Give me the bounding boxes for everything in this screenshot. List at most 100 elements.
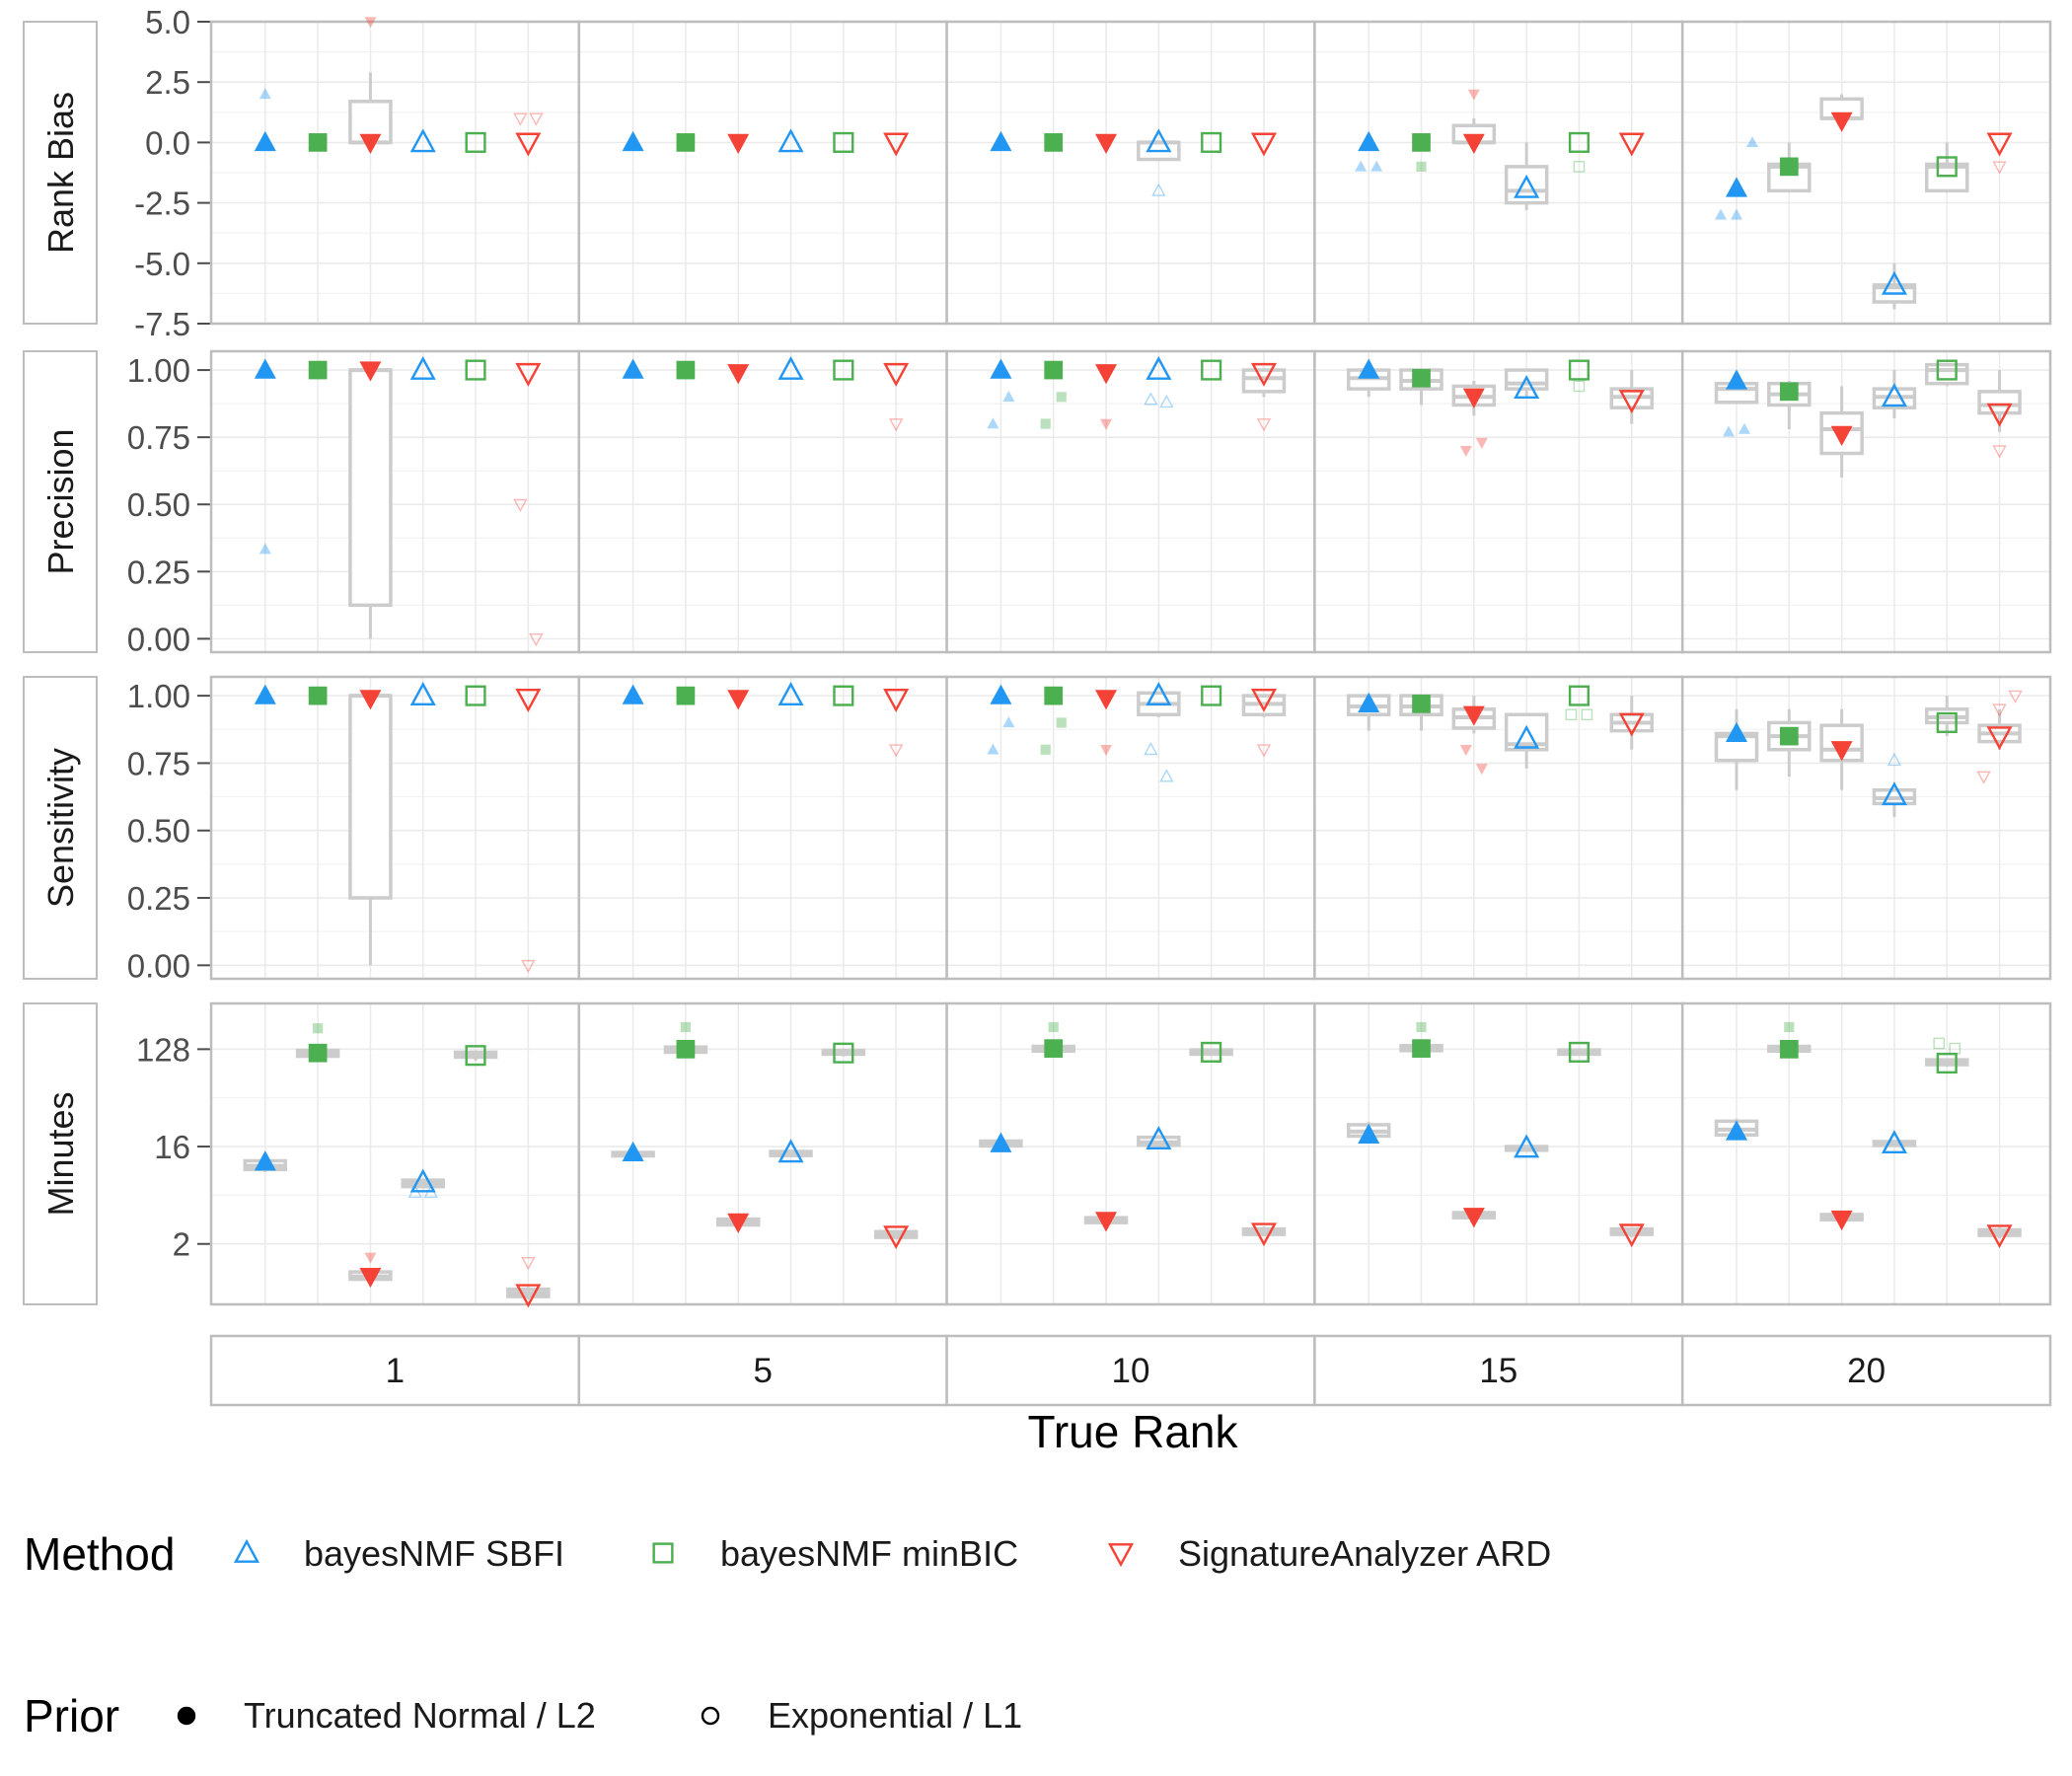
outlier-point (1056, 392, 1067, 403)
mean-point (1095, 690, 1118, 710)
column-strip-label: 1 (386, 1352, 405, 1390)
method-group (1557, 1041, 1601, 1063)
method-group (1986, 132, 2013, 175)
mean-point (465, 359, 486, 381)
method-group (1568, 131, 1591, 173)
y-tick-label: -5.0 (134, 246, 190, 282)
method-group (777, 682, 804, 705)
mean-point (1881, 781, 1907, 806)
mean-point (1201, 685, 1222, 706)
mean-point (254, 1150, 276, 1171)
facet-panel (945, 1001, 1316, 1306)
column-strip (945, 1334, 1316, 1407)
facet-panel (1313, 1001, 1684, 1306)
facet-panel (209, 20, 581, 326)
mean-point (1044, 686, 1064, 705)
method-group (1031, 1021, 1075, 1058)
mean-point (1146, 355, 1172, 380)
mean-point (515, 362, 542, 387)
method-group (1609, 696, 1655, 750)
method-group (1504, 1134, 1549, 1158)
outlier-point (1159, 394, 1174, 408)
method-group (308, 133, 328, 152)
method-group (1924, 1037, 1969, 1074)
method-group (1977, 1224, 2022, 1249)
mean-point (1726, 721, 1748, 743)
legend-method-items: bayesNMF SBFI bayesNMF minBIC SignatureAna… (233, 1533, 1551, 1574)
facet-panel (1680, 1001, 2052, 1306)
column-strip-label: 15 (1479, 1352, 1517, 1390)
outlier-point (1992, 703, 2007, 717)
method-group (465, 685, 486, 706)
method-group (676, 360, 696, 380)
outlier-point (529, 632, 544, 647)
method-group (883, 362, 910, 432)
mean-point (676, 133, 696, 152)
mean-point (727, 1213, 750, 1233)
outlier-point (364, 17, 377, 29)
mean-point (1726, 177, 1748, 197)
y-axis-label: Sensitivity (40, 748, 81, 908)
y-tick-label: 0.00 (127, 621, 190, 657)
method-group (1819, 386, 1864, 478)
mean-point (676, 360, 696, 380)
mean-point (883, 688, 910, 712)
method-group (883, 688, 910, 758)
method-group (308, 686, 328, 705)
mean-point (515, 1284, 542, 1308)
outlier-point (259, 88, 271, 100)
outlier-point (1459, 745, 1472, 757)
mean-point (308, 1043, 328, 1063)
method-group (1083, 1212, 1129, 1232)
legend-prior-key (701, 1706, 720, 1726)
legend-method-label: SignatureAnalyzer ARD (1178, 1533, 1551, 1574)
panel-background (946, 1003, 1315, 1304)
method-group (1201, 685, 1222, 706)
mean-point (1726, 1120, 1748, 1141)
outlier-point (1475, 764, 1488, 776)
mean-point (777, 682, 804, 705)
box-body (1924, 162, 1969, 193)
mean-point (1936, 711, 1958, 734)
mean-point (1568, 131, 1591, 153)
outlier-point (1048, 1021, 1059, 1033)
box-body (1924, 362, 1969, 386)
method-group (1346, 692, 1391, 731)
y-tick-label: 16 (154, 1129, 190, 1165)
method-group (1144, 355, 1174, 408)
mean-point (1881, 270, 1907, 295)
legend-method-key (1107, 1543, 1135, 1568)
method-group (1504, 368, 1549, 399)
row-strips: Rank Bias Precision Sensitivity Minutes (23, 21, 98, 1305)
mean-point (409, 682, 436, 705)
legend-method-label: bayesNMF minBIC (720, 1533, 1018, 1574)
column-strip-label: 10 (1112, 1352, 1150, 1390)
method-group (465, 131, 486, 153)
outlier-point (1746, 136, 1759, 148)
outlier-point (1715, 208, 1728, 220)
mean-point (1250, 1222, 1277, 1247)
outlier-point (513, 112, 528, 126)
method-group (987, 684, 1015, 755)
column-strip-label: 5 (753, 1352, 772, 1390)
mean-point (409, 128, 436, 153)
method-group (348, 690, 393, 966)
method-group (1095, 690, 1118, 757)
mean-point (1095, 1212, 1118, 1232)
y-tick-label: 0.75 (127, 745, 190, 781)
method-group (1201, 359, 1222, 381)
mean-point (1618, 712, 1645, 737)
mean-point (1830, 425, 1853, 446)
method-group (513, 362, 544, 647)
method-group (1412, 133, 1431, 172)
mean-point (1462, 705, 1485, 726)
outlier-point (513, 498, 528, 512)
mean-point (1726, 369, 1748, 390)
panel-background (578, 351, 947, 652)
column-strip (1680, 1334, 2052, 1407)
y-tick-label: -7.5 (134, 306, 190, 342)
outlier-point (680, 1021, 692, 1033)
method-group (1137, 682, 1181, 782)
outlier-point (1467, 89, 1480, 101)
mean-point (777, 128, 804, 153)
